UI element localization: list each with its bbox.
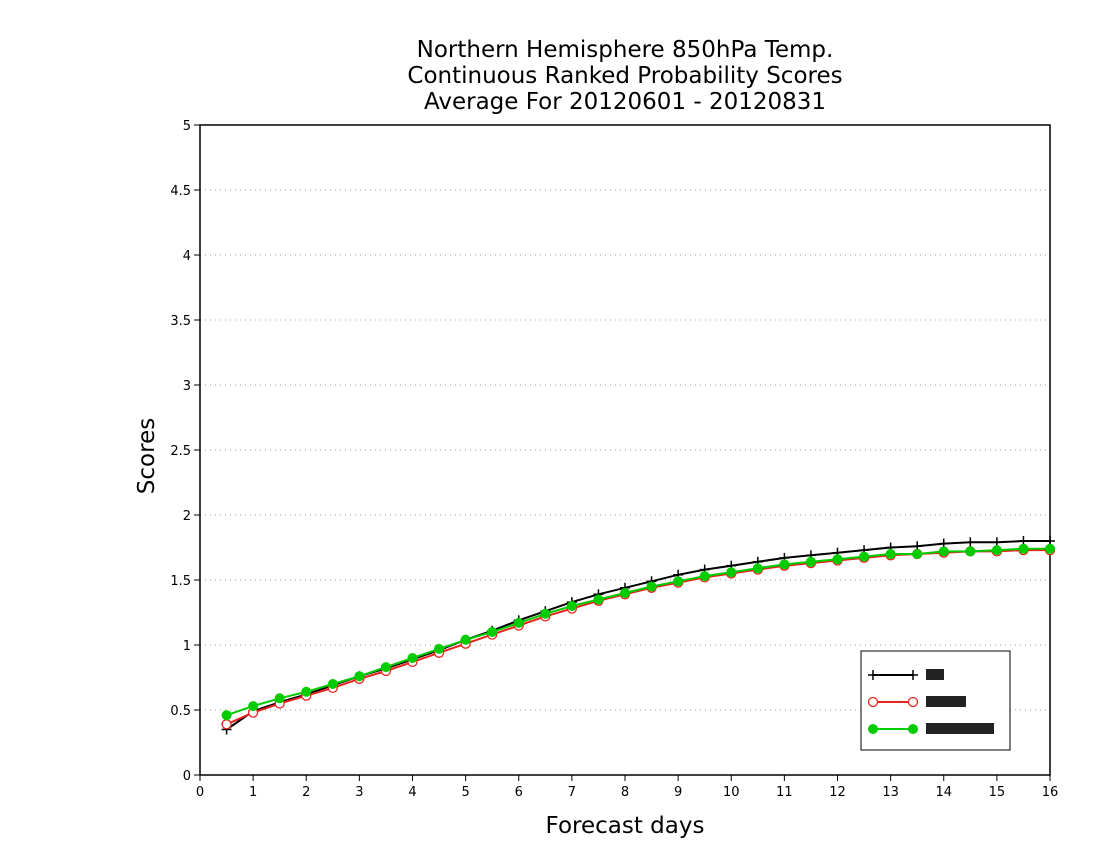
series-3-point <box>248 701 259 712</box>
x-tick-label-12: 12 <box>829 785 846 800</box>
series-3-point <box>832 554 843 565</box>
x-tick-label-9: 9 <box>674 785 682 800</box>
chart-title: Northern Hemisphere 850hPa Temp. Continu… <box>407 37 842 115</box>
x-tick-label-10: 10 <box>723 785 740 800</box>
y-tick-label-0: 0 <box>183 769 191 784</box>
axes: 0 1 2 3 4 5 6 7 8 9 10 11 12 13 14 15 1600.511.522.533.5… <box>170 119 1058 800</box>
y-tick-label-4: 2 <box>183 509 191 524</box>
legend-label-3 <box>926 723 994 734</box>
y-tick-label-10: 5 <box>183 119 191 134</box>
y-tick-label-9: 4.5 <box>170 184 191 199</box>
x-tick-label-14: 14 <box>935 785 952 800</box>
x-tick-label-5: 5 <box>461 785 469 800</box>
series-layer <box>221 536 1056 735</box>
x-tick-label-15: 15 <box>989 785 1006 800</box>
legend-marker-3-end <box>908 724 918 734</box>
y-tick-label-2: 1 <box>183 639 191 654</box>
legend-label-1 <box>926 669 944 680</box>
series-3-point <box>991 545 1002 556</box>
x-axis-label: Forecast days <box>546 813 705 839</box>
series-3-point <box>752 563 763 574</box>
legend-label-2 <box>926 696 966 707</box>
series-3-point <box>301 686 312 697</box>
chart-title-line-1: Northern Hemisphere 850hPa Temp. <box>417 37 834 63</box>
series-3-point <box>938 546 949 557</box>
x-tick-label-11: 11 <box>776 785 793 800</box>
series-3-point <box>593 594 604 605</box>
y-tick-label-8: 4 <box>183 249 191 264</box>
series-3-point <box>646 581 657 592</box>
x-tick-label-4: 4 <box>408 785 416 800</box>
series-3-point <box>274 693 285 704</box>
series-3-point <box>673 576 684 587</box>
legend-marker-3-start <box>868 724 878 734</box>
y-tick-label-3: 1.5 <box>170 574 191 589</box>
x-tick-label-3: 3 <box>355 785 363 800</box>
series-3-point <box>540 608 551 619</box>
series-3-point <box>327 679 338 689</box>
series-3-point <box>859 551 870 562</box>
series-3-point <box>965 546 976 557</box>
y-tick-label-5: 2.5 <box>170 444 191 459</box>
series-3-point <box>885 549 896 559</box>
legend <box>860 650 1011 751</box>
x-tick-label-7: 7 <box>568 785 576 800</box>
series-3-point <box>354 671 365 682</box>
x-tick-label-0: 0 <box>196 785 204 800</box>
x-tick-label-2: 2 <box>302 785 310 800</box>
series-3-point <box>487 627 498 637</box>
y-tick-label-1: 0.5 <box>170 704 191 719</box>
x-tick-label-16: 16 <box>1042 785 1059 800</box>
series-3-point <box>566 601 577 611</box>
legend-marker-2-start <box>867 696 879 708</box>
x-tick-label-8: 8 <box>621 785 629 800</box>
chart-title-line-2: Continuous Ranked Probability Scores <box>407 63 842 89</box>
legend-marker-1-end <box>908 670 918 680</box>
series-1-point <box>965 537 976 548</box>
series-3-point <box>1045 543 1055 554</box>
series-3-point <box>912 549 923 559</box>
series-3-point <box>434 643 445 654</box>
y-tick-label-6: 3 <box>183 379 191 394</box>
y-tick-label-7: 3.5 <box>170 314 191 329</box>
series-3-point <box>460 634 471 645</box>
series-3-point <box>699 571 710 582</box>
series-3-point <box>726 567 737 578</box>
series-2-point <box>221 719 232 730</box>
chart-title-line-3: Average For 20120601 - 20120831 <box>424 89 826 115</box>
series-3-point <box>380 662 391 673</box>
series-3-point <box>1018 543 1029 554</box>
x-tick-label-1: 1 <box>249 785 257 800</box>
series-3-point <box>805 556 816 567</box>
series-3-point <box>779 559 790 570</box>
x-tick-label-6: 6 <box>515 785 523 800</box>
series-3-point <box>513 617 524 628</box>
y-axis-label: Scores <box>134 418 160 494</box>
series-3 <box>221 543 1055 721</box>
legend-marker-2-end <box>907 696 919 708</box>
gridlines <box>200 189 1050 711</box>
x-tick-label-13: 13 <box>882 785 899 800</box>
series-3-point <box>620 588 630 598</box>
series-3-point <box>407 653 418 663</box>
series-3-point <box>221 710 232 721</box>
legend-marker-1-start <box>868 670 878 680</box>
